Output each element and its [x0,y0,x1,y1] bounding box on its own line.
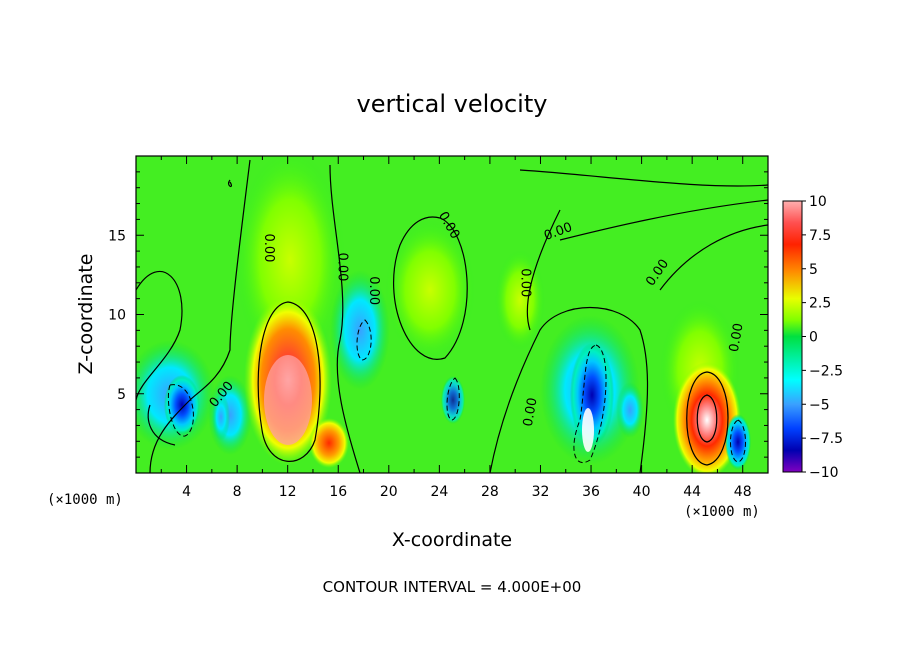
contour-label: 0.00 [366,276,381,305]
colorbar-tick-label: −10 [809,465,839,481]
colorbar-tick-label: 10 [809,194,827,210]
x-tick-label: 16 [329,484,347,500]
chart-title: vertical velocity [357,90,548,118]
y-tick-label: 5 [117,387,126,403]
y-axis-label: Z-coordinate [75,254,97,375]
x-tick-label: 24 [430,484,448,500]
x-unit-note-right: (×1000 m) [684,504,760,520]
contour-label: 0.00 [521,397,541,428]
x-tick-label: 44 [683,484,701,500]
colorbar-tick-label: −7.5 [809,431,843,447]
contour-label: 0.00 [727,322,747,353]
x-unit-note: (×1000 m) [47,492,123,508]
colorbar-tick-label: −2.5 [809,363,843,379]
colorbar-tick-label: −5 [809,397,830,413]
contour-label: 0.00 [518,268,533,297]
contour-interval-note: CONTOUR INTERVAL = 4.000E+00 [323,578,582,596]
x-tick-label: 48 [734,484,752,500]
x-tick-label: 8 [233,484,242,500]
colorbar-ticks: 10 7.5 5 2.5 0 −2.5 −5 −7.5 −10 [802,194,843,481]
colorbar-tick-label: 0 [809,330,818,346]
y-axis-ticks: 5 10 15 [108,171,768,458]
x-tick-label: 40 [633,484,651,500]
contour-label: 0.00 [334,252,349,281]
heatmap-field [136,156,768,473]
x-tick-label: 36 [582,484,600,500]
x-tick-label: 4 [182,484,191,500]
colorbar-tick-label: 5 [809,262,818,278]
x-axis-ticks: 4 8 12 16 20 24 28 32 36 40 44 48 [160,156,752,500]
colorbar-tick-label: 7.5 [809,228,831,244]
x-tick-label: 20 [380,484,398,500]
colorbar [782,200,803,473]
y-tick-label: 10 [108,308,126,324]
colorbar-tick-label: 2.5 [809,296,831,312]
contour-label: 0.00 [261,233,276,262]
x-tick-label: 12 [279,484,297,500]
x-tick-label: 28 [481,484,499,500]
x-axis-label: X-coordinate [392,529,512,551]
y-tick-label: 15 [108,228,126,244]
x-tick-label: 32 [532,484,550,500]
